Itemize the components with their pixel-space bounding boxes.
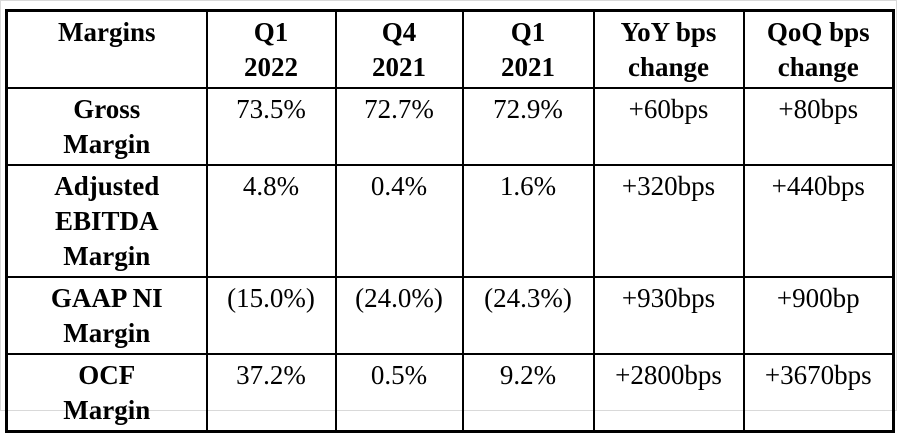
cell-ocf-q1-2022: 37.2% xyxy=(205,353,337,433)
table-row-adjusted-ebitda-margin: Adjusted EBITDA Margin 4.8% 0.4% 1.6% +3… xyxy=(5,164,895,278)
cell-gaapni-q4-2021: (24.0%) xyxy=(334,276,464,355)
column-header-q4-2021: Q4 2021 xyxy=(334,9,464,89)
cell-gross-yoy: +60bps xyxy=(592,87,745,166)
row-header-ocf-margin: OCF Margin xyxy=(5,353,208,433)
cell-gaapni-q1-2021: (24.3%) xyxy=(461,276,595,355)
column-header-q1-2021: Q1 2021 xyxy=(461,9,595,89)
margins-table: Margins Q1 2022 Q4 2021 Q1 2021 YoY bps … xyxy=(5,9,895,433)
cell-ebitda-q1-2021: 1.6% xyxy=(461,164,595,278)
cell-ocf-q1-2021: 9.2% xyxy=(461,353,595,433)
cell-ocf-yoy: +2800bps xyxy=(592,353,745,433)
table-row-gross-margin: Gross Margin 73.5% 72.7% 72.9% +60bps +8… xyxy=(5,87,895,166)
cell-ebitda-qoq: +440bps xyxy=(742,164,895,278)
cell-gross-q4-2021: 72.7% xyxy=(334,87,464,166)
cell-gaapni-q1-2022: (15.0%) xyxy=(205,276,337,355)
cell-gross-q1-2022: 73.5% xyxy=(205,87,337,166)
column-header-yoy-bps-change: YoY bps change xyxy=(592,9,745,89)
cell-ocf-q4-2021: 0.5% xyxy=(334,353,464,433)
cell-gaapni-yoy: +930bps xyxy=(592,276,745,355)
row-header-gross-margin: Gross Margin xyxy=(5,87,208,166)
cell-ebitda-q1-2022: 4.8% xyxy=(205,164,337,278)
cell-ebitda-yoy: +320bps xyxy=(592,164,745,278)
row-header-gaap-ni-margin: GAAP NI Margin xyxy=(5,276,208,355)
cell-gross-qoq: +80bps xyxy=(742,87,895,166)
table-header-row: Margins Q1 2022 Q4 2021 Q1 2021 YoY bps … xyxy=(5,9,895,89)
row-header-adjusted-ebitda-margin: Adjusted EBITDA Margin xyxy=(5,164,208,278)
cell-gross-q1-2021: 72.9% xyxy=(461,87,595,166)
cell-ebitda-q4-2021: 0.4% xyxy=(334,164,464,278)
column-header-margins: Margins xyxy=(5,9,208,89)
column-header-q1-2022: Q1 2022 xyxy=(205,9,337,89)
column-header-qoq-bps-change: QoQ bps change xyxy=(742,9,895,89)
cell-gaapni-qoq: +900bp xyxy=(742,276,895,355)
table-row-gaap-ni-margin: GAAP NI Margin (15.0%) (24.0%) (24.3%) +… xyxy=(5,276,895,355)
cell-ocf-qoq: +3670bps xyxy=(742,353,895,433)
table-row-ocf-margin: OCF Margin 37.2% 0.5% 9.2% +2800bps +367… xyxy=(5,353,895,433)
